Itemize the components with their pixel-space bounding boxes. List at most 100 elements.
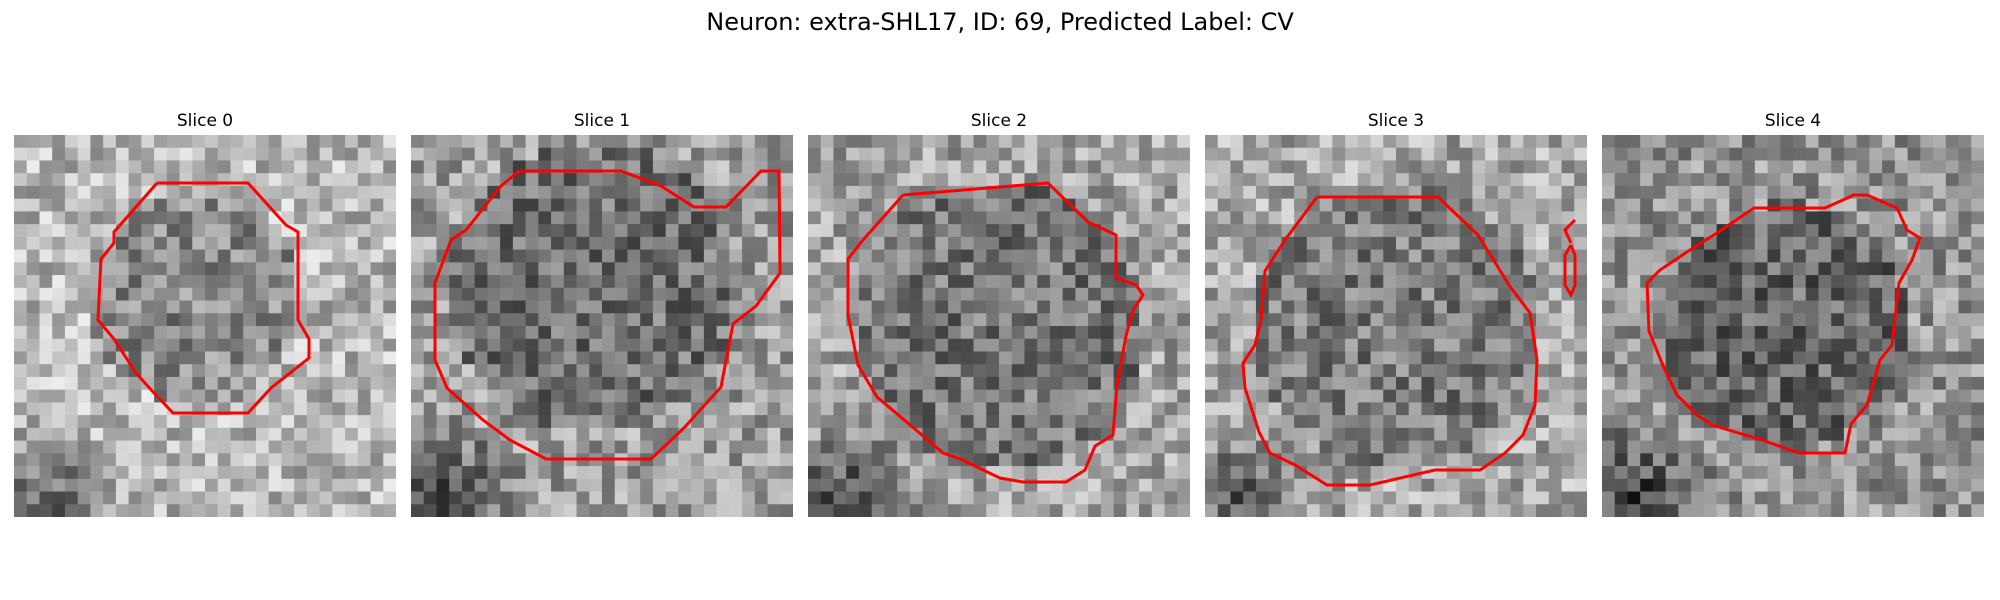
pixel xyxy=(935,211,948,224)
pixel xyxy=(615,466,628,479)
pixel xyxy=(808,199,821,212)
pixel xyxy=(180,492,193,505)
pixel xyxy=(1050,148,1063,161)
pixel xyxy=(1012,364,1025,377)
pixel xyxy=(564,415,577,428)
pixel xyxy=(78,301,91,314)
pixel xyxy=(39,148,52,161)
pixel xyxy=(627,186,640,199)
pixel xyxy=(653,148,666,161)
pixel xyxy=(332,351,345,364)
pixel xyxy=(1358,377,1371,390)
pixel xyxy=(1806,466,1819,479)
pixel xyxy=(589,402,602,415)
pixel xyxy=(205,275,218,288)
pixel xyxy=(1294,428,1307,441)
pixel xyxy=(678,441,691,454)
pixel xyxy=(1050,160,1063,173)
pixel xyxy=(1152,301,1165,314)
pixel xyxy=(1371,237,1384,250)
pixel xyxy=(513,364,526,377)
pixel xyxy=(332,364,345,377)
pixel xyxy=(281,453,294,466)
pixel xyxy=(1780,364,1793,377)
pixel xyxy=(1602,453,1615,466)
pixel xyxy=(141,173,154,186)
pixel xyxy=(1485,377,1498,390)
pixel xyxy=(1691,211,1704,224)
pixel xyxy=(436,301,449,314)
pixel xyxy=(281,402,294,415)
pixel xyxy=(358,492,371,505)
pixel xyxy=(1165,504,1178,517)
pixel xyxy=(1511,364,1524,377)
pixel xyxy=(1345,262,1358,275)
pixel xyxy=(1574,288,1587,301)
pixel xyxy=(1717,479,1730,492)
pixel xyxy=(1012,148,1025,161)
pixel xyxy=(729,364,742,377)
pixel xyxy=(1768,339,1781,352)
pixel xyxy=(910,479,923,492)
pixel xyxy=(1063,224,1076,237)
pixel xyxy=(256,441,269,454)
pixel xyxy=(833,326,846,339)
pixel xyxy=(935,288,948,301)
pixel xyxy=(884,237,897,250)
pixel xyxy=(1383,326,1396,339)
pixel xyxy=(1218,135,1231,148)
pixel xyxy=(589,301,602,314)
pixel xyxy=(729,504,742,517)
pixel xyxy=(1230,301,1243,314)
pixel xyxy=(475,148,488,161)
pixel xyxy=(424,390,437,403)
pixel xyxy=(780,364,793,377)
pixel xyxy=(1933,135,1946,148)
pixel xyxy=(859,390,872,403)
pixel xyxy=(52,148,65,161)
pixel xyxy=(1332,351,1345,364)
pixel xyxy=(627,262,640,275)
pixel xyxy=(910,326,923,339)
pixel xyxy=(640,466,653,479)
pixel xyxy=(513,288,526,301)
pixel xyxy=(192,415,205,428)
pixel xyxy=(935,492,948,505)
pixel xyxy=(948,135,961,148)
pixel xyxy=(1165,326,1178,339)
pixel xyxy=(436,173,449,186)
pixel xyxy=(332,301,345,314)
pixel xyxy=(1139,402,1152,415)
pixel xyxy=(1281,390,1294,403)
pixel xyxy=(808,492,821,505)
pixel xyxy=(1472,326,1485,339)
pixel xyxy=(1421,160,1434,173)
pixel xyxy=(1307,364,1320,377)
pixel xyxy=(1396,326,1409,339)
pixel xyxy=(1230,479,1243,492)
pixel xyxy=(577,173,590,186)
pixel xyxy=(1177,453,1190,466)
pixel xyxy=(627,479,640,492)
pixel xyxy=(961,262,974,275)
pixel xyxy=(141,135,154,148)
pixel xyxy=(1205,301,1218,314)
pixel xyxy=(717,211,730,224)
pixel xyxy=(923,351,936,364)
pixel xyxy=(1281,275,1294,288)
pixel xyxy=(910,237,923,250)
pixel xyxy=(1332,377,1345,390)
pixel xyxy=(167,351,180,364)
pixel xyxy=(974,313,987,326)
pixel xyxy=(627,313,640,326)
pixel xyxy=(1704,351,1717,364)
pixel xyxy=(78,160,91,173)
pixel xyxy=(1704,262,1717,275)
pixel xyxy=(320,160,333,173)
pixel xyxy=(1294,135,1307,148)
pixel xyxy=(897,224,910,237)
pixel xyxy=(65,466,78,479)
pixel xyxy=(487,479,500,492)
pixel xyxy=(154,364,167,377)
pixel xyxy=(1818,364,1831,377)
